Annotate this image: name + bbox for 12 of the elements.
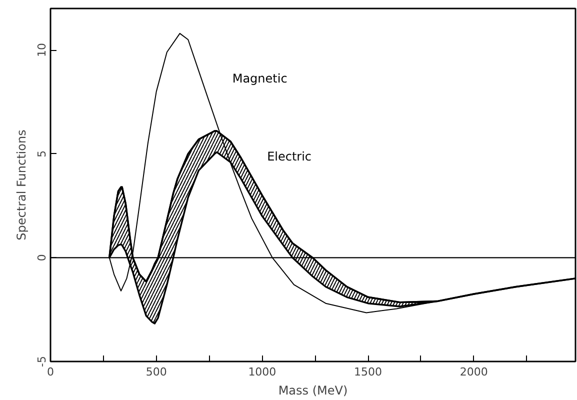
x-axis-title: Mass (MeV) [278, 384, 348, 398]
text: Magnetic [232, 71, 288, 86]
x-tick-label: 1000 [248, 366, 276, 378]
x-tick-label: 1500 [354, 366, 382, 378]
y-tick-label: 0 [36, 254, 48, 262]
y-tick-label: 5 [36, 150, 48, 158]
x-tick-label: 500 [146, 366, 167, 378]
y-axis-title: Spectral Functions [14, 130, 28, 240]
y-tick-label: -5 [36, 356, 48, 367]
x-tick-label: 2000 [460, 366, 488, 378]
y-tick-label: 10 [36, 43, 48, 58]
series-label: Electric [267, 149, 312, 164]
